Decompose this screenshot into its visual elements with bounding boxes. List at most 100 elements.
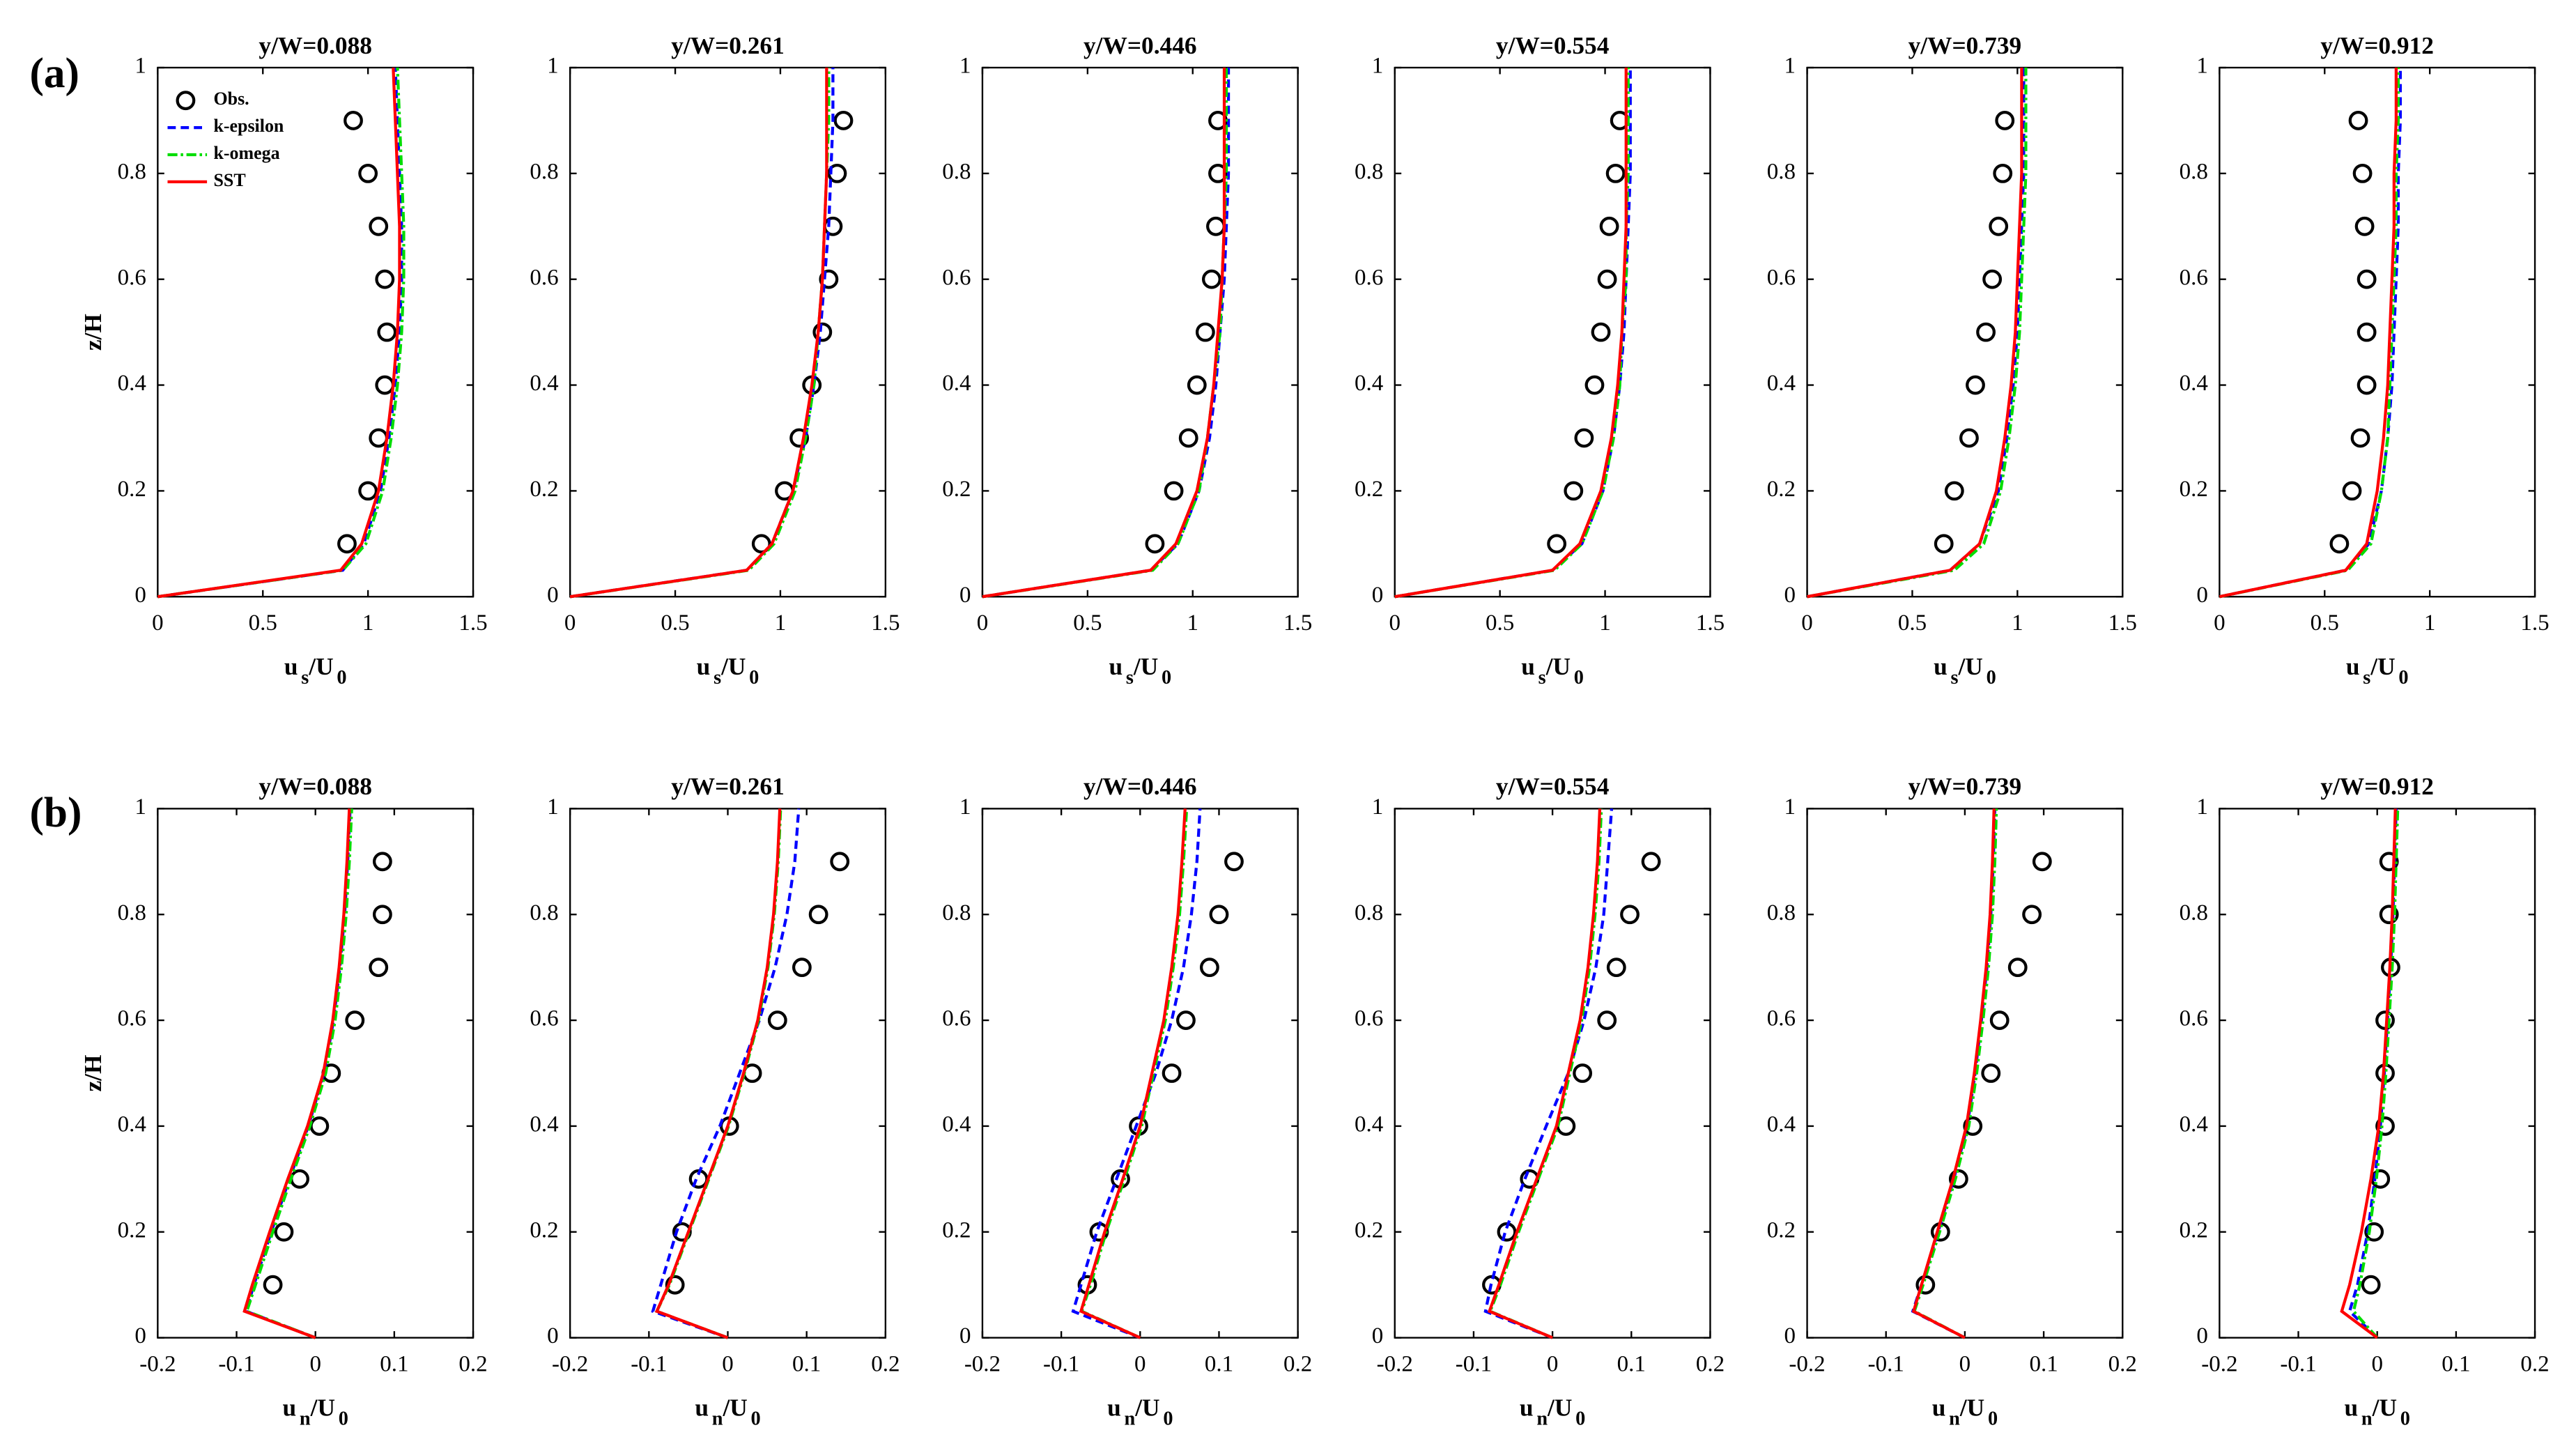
chart-title: y/W=0.261 bbox=[671, 772, 785, 800]
y-tick-label: 0.6 bbox=[1767, 265, 1796, 290]
obs-point bbox=[1982, 269, 2003, 289]
x-tick-label: 0.1 bbox=[380, 1351, 408, 1376]
model-line bbox=[654, 808, 782, 1339]
x-axis-label: u s/U 0 bbox=[697, 652, 759, 689]
legend-label: Obs. bbox=[214, 89, 249, 109]
x-axis-label: u n/U 0 bbox=[1107, 1393, 1173, 1429]
model-line bbox=[1079, 808, 1187, 1339]
chart-title: y/W=0.739 bbox=[1908, 772, 2022, 800]
model-line bbox=[1807, 68, 2028, 599]
x-tick-label: -0.2 bbox=[1789, 1351, 1825, 1376]
x-axis-label: u n/U 0 bbox=[2345, 1393, 2410, 1429]
x-axis-label-part: u bbox=[2345, 1393, 2359, 1421]
obs-point bbox=[358, 481, 378, 501]
y-tick-label: 1 bbox=[959, 794, 971, 820]
x-tick-label: -0.1 bbox=[2280, 1351, 2316, 1376]
y-tick-label: 0.6 bbox=[1355, 265, 1383, 290]
axes-box bbox=[981, 808, 1299, 1339]
model-line bbox=[2340, 808, 2397, 1339]
model-line bbox=[569, 68, 835, 599]
obs-point bbox=[1966, 375, 1985, 395]
y-tick-label: 0 bbox=[134, 583, 146, 608]
axes-box bbox=[1394, 66, 1711, 598]
y-tick-label: 0 bbox=[959, 1323, 971, 1348]
obs-point bbox=[1597, 1010, 1617, 1030]
x-tick-label: -0.2 bbox=[964, 1351, 1001, 1376]
obs-point bbox=[2379, 905, 2399, 925]
x-axis-label: u s/U 0 bbox=[284, 652, 347, 689]
x-tick-label: 0.1 bbox=[1205, 1351, 1233, 1376]
chart-title: y/W=0.912 bbox=[2320, 772, 2434, 800]
panel-label: (b) bbox=[29, 789, 82, 836]
obs-point bbox=[369, 428, 389, 448]
y-tick-label: 0 bbox=[1372, 1323, 1384, 1348]
obs-point bbox=[1591, 322, 1611, 342]
y-tick-label: 0.2 bbox=[1767, 1217, 1796, 1243]
x-axis-label-part: n bbox=[712, 1408, 723, 1429]
x-axis-label: u s/U 0 bbox=[1934, 652, 1996, 689]
x-tick-label: 0 bbox=[152, 610, 164, 636]
model-line bbox=[157, 67, 401, 599]
x-axis-label-part: /U bbox=[1545, 652, 1571, 680]
obs-point bbox=[1178, 428, 1198, 448]
axes-box bbox=[157, 808, 475, 1339]
obs-point bbox=[1574, 428, 1594, 448]
x-tick-label: 1 bbox=[2424, 610, 2435, 636]
model-line bbox=[245, 808, 353, 1339]
x-axis-label-part: u bbox=[1934, 652, 1948, 680]
y-tick-label: 0.8 bbox=[118, 159, 146, 184]
x-tick-label: 1.5 bbox=[1283, 610, 1312, 636]
x-axis-label-part: /U bbox=[720, 652, 746, 680]
x-tick-label: 0.2 bbox=[1696, 1351, 1725, 1376]
y-tick-label: 0 bbox=[134, 1323, 146, 1348]
obs-point bbox=[2348, 111, 2368, 130]
y-tick-label: 0.2 bbox=[1767, 477, 1796, 502]
y-tick-label: 0.8 bbox=[2180, 159, 2208, 184]
obs-point bbox=[372, 852, 392, 872]
obs-point bbox=[1145, 534, 1165, 554]
x-tick-label: 0.5 bbox=[661, 610, 689, 636]
obs-point bbox=[833, 111, 854, 130]
y-tick-label: 0.8 bbox=[2180, 900, 2208, 925]
obs-point bbox=[375, 269, 395, 289]
model-line bbox=[1483, 808, 1614, 1339]
obs-point bbox=[1176, 1010, 1196, 1030]
obs-point bbox=[1164, 481, 1184, 501]
obs-point bbox=[290, 1169, 309, 1189]
x-axis-label-part: n bbox=[300, 1408, 311, 1429]
model-line bbox=[982, 68, 1231, 599]
x-tick-label: -0.1 bbox=[1868, 1351, 1904, 1376]
y-tick-label: 1 bbox=[547, 54, 559, 79]
obs-point bbox=[2352, 163, 2373, 183]
model-line bbox=[2352, 808, 2400, 1339]
x-axis-label-part: /U bbox=[1959, 1393, 1984, 1421]
y-tick-label: 0.4 bbox=[118, 371, 146, 396]
y-tick-label: 0.8 bbox=[530, 159, 558, 184]
x-axis-label-part: s bbox=[1126, 667, 1134, 689]
x-tick-label: -0.2 bbox=[2201, 1351, 2237, 1376]
x-tick-label: 1.5 bbox=[2108, 610, 2137, 636]
x-axis-label-part: /U bbox=[310, 1393, 335, 1421]
x-tick-label: 0.5 bbox=[249, 610, 277, 636]
obs-point bbox=[1959, 428, 1979, 448]
obs-point bbox=[375, 375, 395, 395]
legend-label: k-omega bbox=[214, 143, 280, 163]
x-tick-label: 0.2 bbox=[1283, 1351, 1312, 1376]
x-tick-label: 0 bbox=[977, 610, 989, 636]
obs-point bbox=[665, 1275, 685, 1295]
y-tick-label: 0.6 bbox=[118, 1006, 146, 1031]
obs-point bbox=[358, 163, 378, 183]
x-axis-label-part: /U bbox=[722, 1393, 747, 1421]
x-tick-label: 0.5 bbox=[1073, 610, 1102, 636]
y-tick-label: 0.2 bbox=[2180, 477, 2208, 502]
obs-point bbox=[672, 1222, 692, 1242]
x-axis-label-part: u bbox=[1107, 1393, 1121, 1421]
obs-point bbox=[2329, 534, 2350, 554]
y-tick-label: 0.4 bbox=[2180, 371, 2208, 396]
obs-point bbox=[819, 269, 839, 289]
y-tick-label: 0.8 bbox=[530, 900, 558, 925]
model-line bbox=[1807, 68, 2023, 599]
y-tick-label: 0.4 bbox=[530, 1112, 558, 1137]
obs-point bbox=[1584, 375, 1605, 395]
